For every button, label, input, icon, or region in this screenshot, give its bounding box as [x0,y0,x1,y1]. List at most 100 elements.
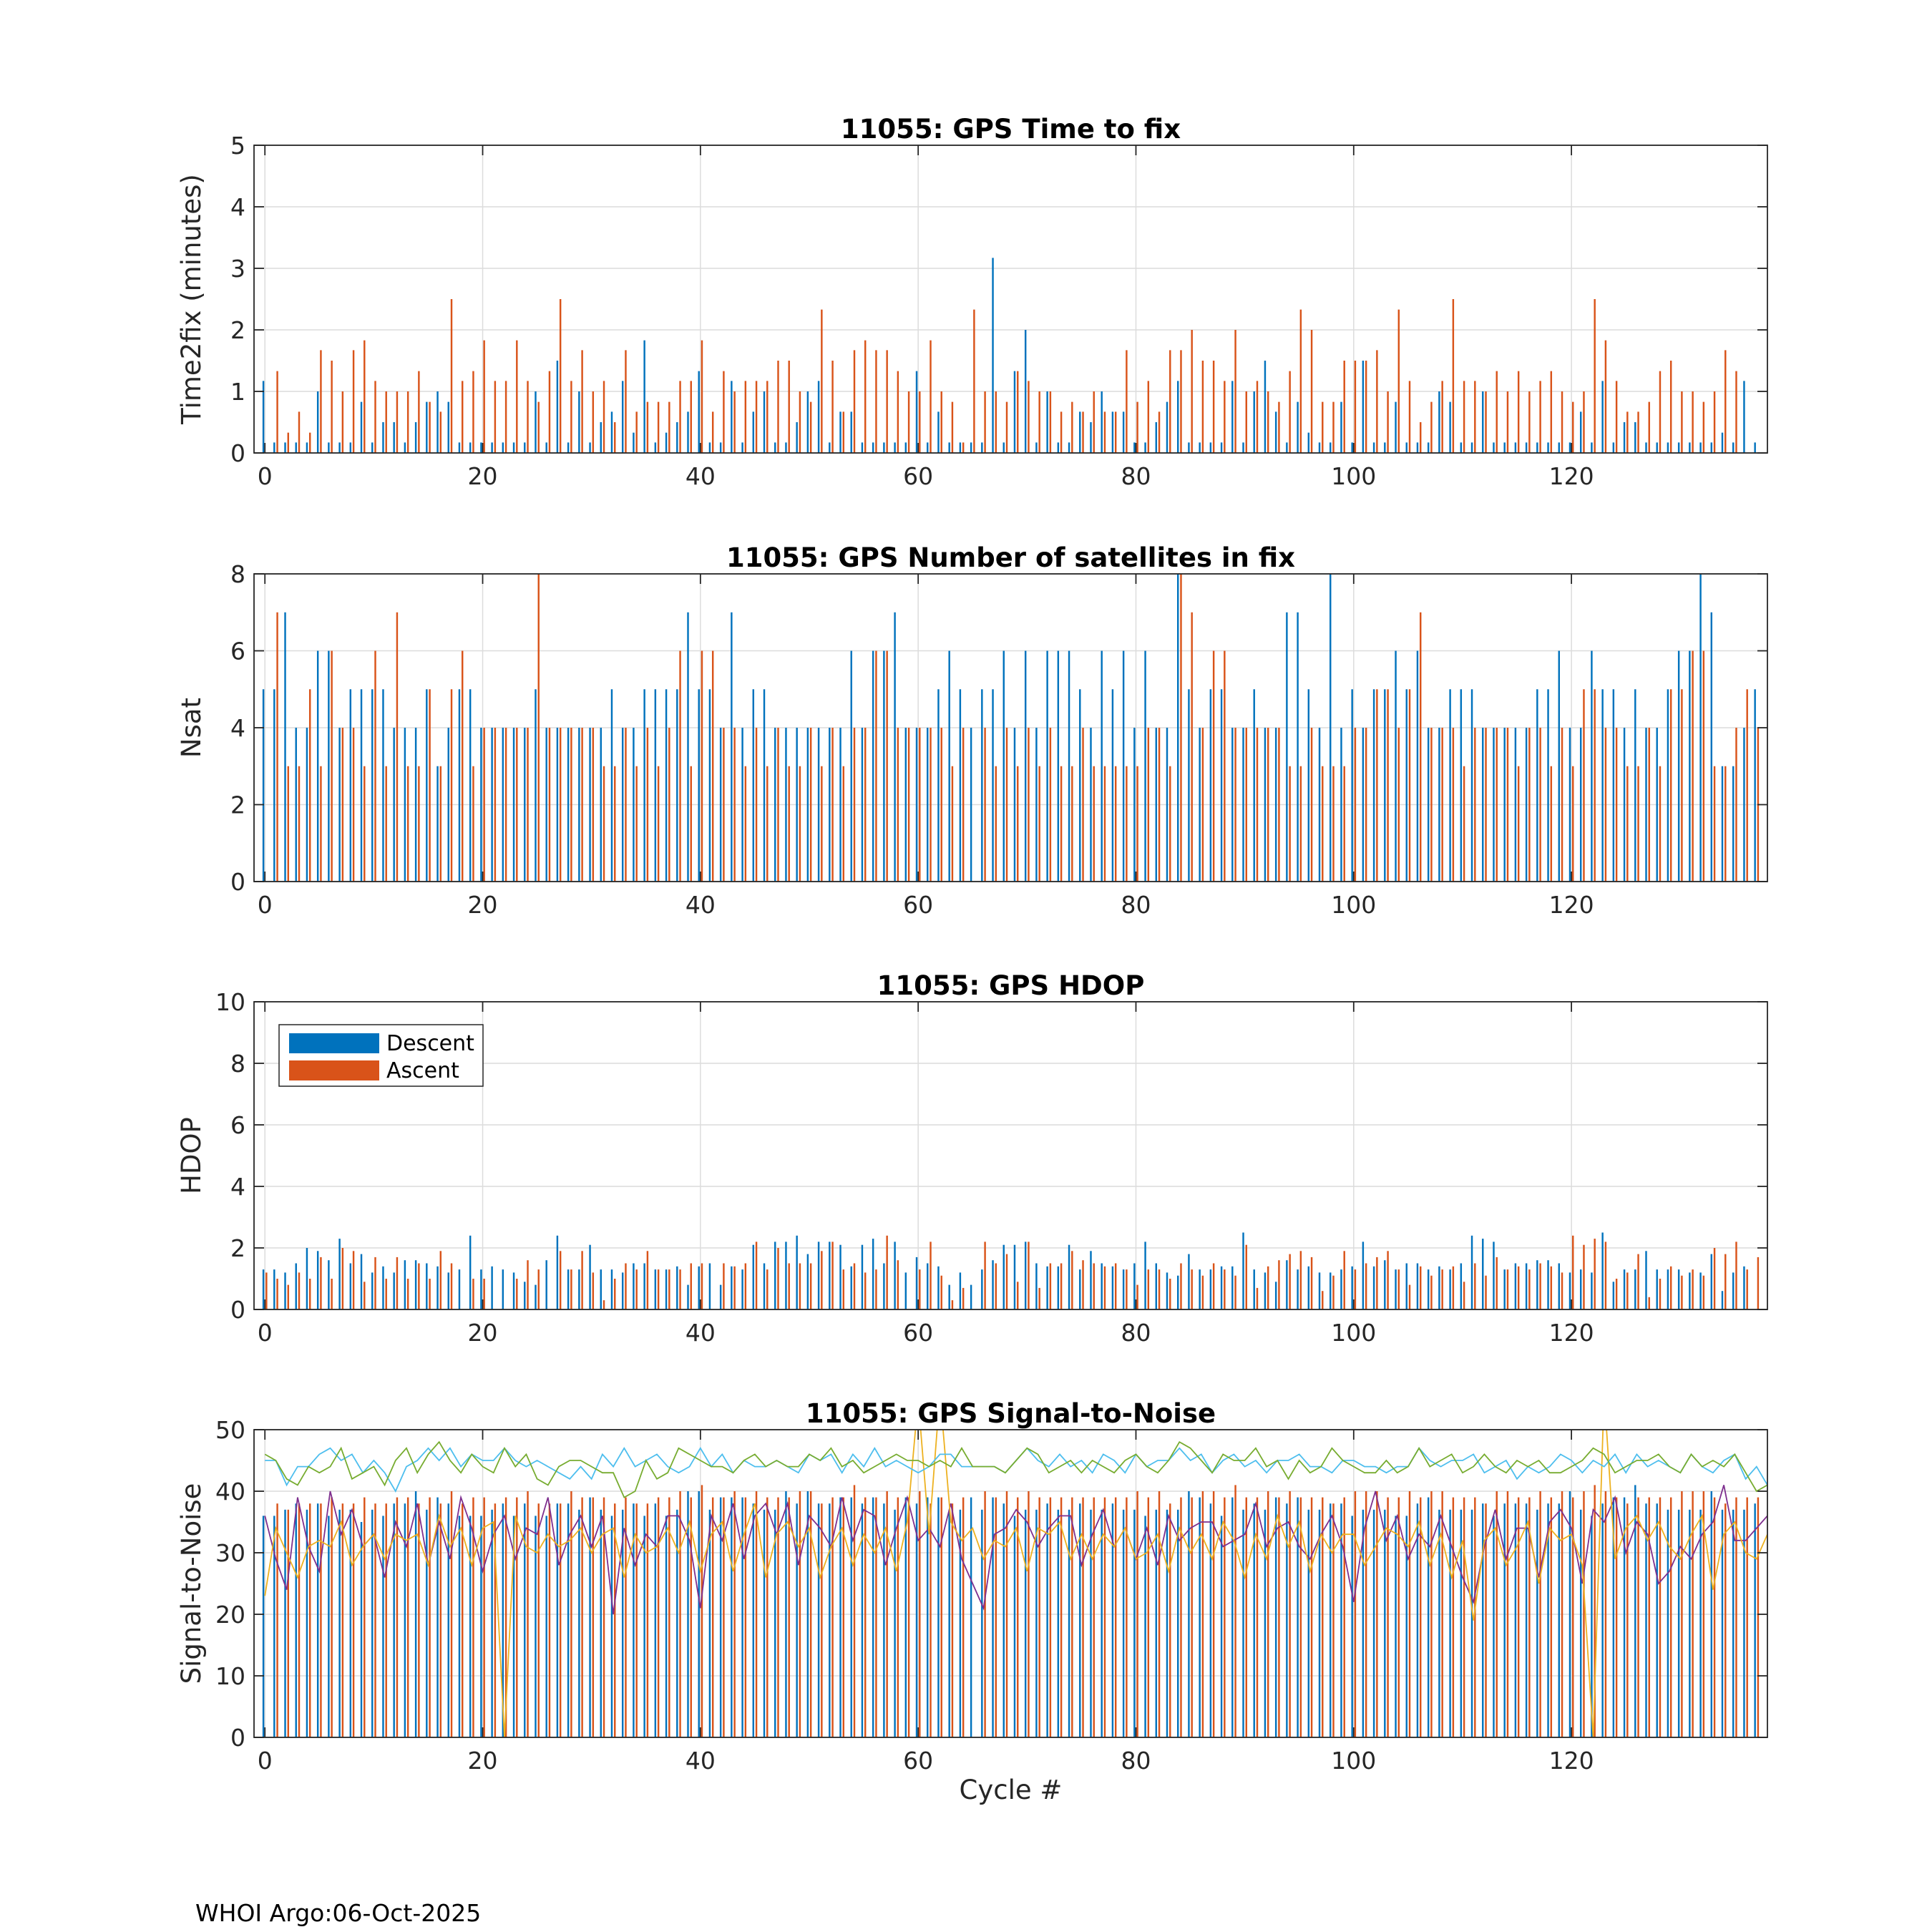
descent-bar [1286,1260,1288,1309]
descent-bar [382,1516,384,1737]
ascent-bar [1354,1491,1357,1737]
descent-bar [1188,689,1190,882]
ascent-bar [1049,1263,1052,1309]
ascent-bar [1452,728,1455,882]
y-tick-label: 2 [230,1234,245,1262]
descent-bar [731,612,733,882]
descent-bar [927,1263,929,1309]
ascent-bar [1463,381,1465,453]
ascent-bar [1648,1497,1650,1737]
ascent-bar [602,1300,605,1309]
descent-bar [1395,401,1397,453]
ascent-bar [287,432,289,453]
y-axis-label: HDOP [176,1117,207,1194]
ascent-bar [1702,401,1705,453]
ascent-bar [1212,361,1215,453]
ascent-bar [385,1503,387,1737]
x-tick-label: 20 [468,1319,498,1347]
descent-bar [1286,612,1288,882]
descent-bar [1144,650,1146,882]
ascent-bar [1746,1497,1748,1737]
descent-bar [1721,766,1724,882]
descent-bar [589,728,591,882]
x-tick-label: 0 [258,1747,273,1775]
descent-bar [665,432,668,453]
descent-bar [295,442,297,453]
ascent-bar [711,411,714,453]
ascent-bar [1659,766,1662,882]
ascent-bar [777,728,779,882]
ascent-bar [1343,361,1345,453]
descent-bar [1199,1497,1201,1737]
descent-bar [1591,442,1593,453]
ascent-bar [1060,411,1063,453]
ascent-bar [1692,1491,1694,1737]
ascent-bar [995,766,997,882]
descent-bar [1013,1244,1016,1309]
ascent-bar [1746,689,1748,882]
ascent-bar [308,1279,311,1309]
descent-bar [480,442,482,453]
ascent-bar [287,766,289,882]
ascent-bar [1626,766,1629,882]
ascent-bar [625,728,627,882]
descent-bar [262,689,265,882]
descent-bar [796,728,798,882]
ascent-bar [1169,1503,1171,1737]
ascent-bar [385,1279,387,1309]
ascent-bar [755,1491,758,1737]
descent-bar [1568,1491,1571,1737]
descent-bar [502,1503,504,1737]
chart-title: 11055: GPS Signal-to-Noise [806,1398,1216,1429]
ascent-bar [527,381,529,453]
descent-bar [1449,689,1451,882]
descent-bar [1623,728,1626,882]
ascent-bar [940,1497,942,1737]
ascent-bar [690,1497,692,1737]
ascent-bar [483,728,485,882]
ascent-bar [1561,391,1563,453]
descent-bar [1090,1509,1092,1737]
descent-bar [1514,1503,1517,1737]
ascent-bar [679,1491,681,1737]
descent-bar [316,391,319,453]
ascent-bar [897,1497,899,1737]
ascent-bar [1681,1491,1683,1737]
ascent-bar [1289,371,1291,453]
descent-bar [524,442,526,453]
ascent-bar [308,689,311,882]
ascent-bar [930,340,932,453]
ascent-bar [1430,1275,1433,1309]
ascent-bar [1158,728,1161,882]
ascent-bar [1060,1263,1063,1309]
descent-bar [1046,1503,1048,1737]
ascent-bar [352,1251,355,1309]
ascent-bar [406,766,409,882]
descent-bar [578,728,580,882]
ascent-bar [1005,1491,1008,1737]
descent-bar [1340,1269,1342,1309]
ascent-bar [1517,371,1520,453]
ascent-bar [1114,1263,1117,1309]
descent-bar [915,1503,918,1737]
descent-bar [316,1503,319,1737]
ascent-bar [1572,1497,1574,1737]
x-tick-label: 80 [1121,462,1151,490]
descent-bar [1340,728,1342,882]
ascent-bar [581,1497,583,1737]
descent-bar [1384,1260,1386,1309]
ascent-bar [668,401,670,453]
descent-bar [1253,1503,1255,1737]
ascent-bar [1049,1497,1052,1737]
descent-bar [1732,1509,1735,1737]
ascent-bar [1299,309,1302,453]
descent-bar [1068,1509,1070,1737]
ascent-bar [951,1503,954,1737]
ascent-bar [472,1497,474,1737]
descent-bar [1482,391,1484,453]
ascent-bar [886,1235,888,1309]
descent-bar [1133,1263,1136,1309]
descent-bar [447,1503,449,1737]
descent-bar [1405,1516,1407,1737]
